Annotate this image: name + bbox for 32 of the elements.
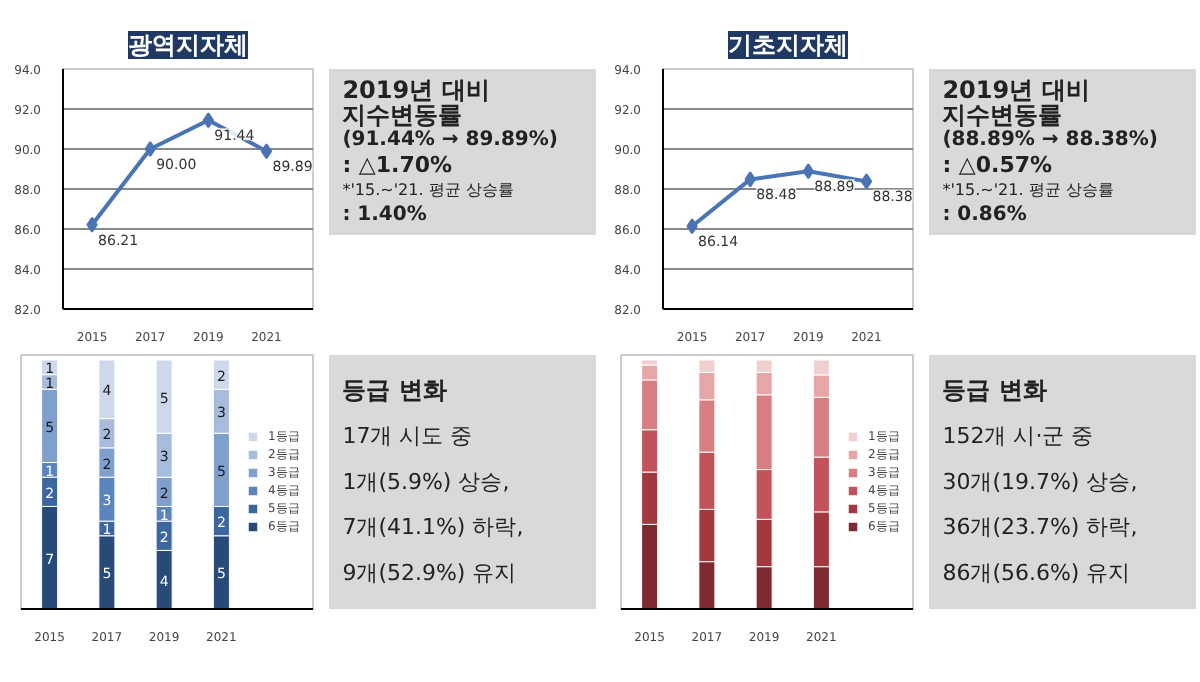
text: *'15.~'21. 평균 상승률 (942, 180, 1114, 199)
chart-title: 기초지자체 (728, 31, 848, 59)
text: 지수변동률 (942, 100, 1063, 129)
text: : 1.40% (342, 203, 427, 226)
text: 152개 시·군 중 (942, 422, 1094, 449)
text: 30개(19.7%) 상승, (942, 468, 1138, 495)
text: 등급 변화 (942, 376, 1047, 405)
point (802, 163, 815, 180)
point (202, 112, 215, 129)
text: : 0.86% (942, 203, 1027, 226)
text: 2019년 대비 (942, 75, 1090, 104)
chart-title: 광역지자체 (128, 31, 248, 59)
text: 등급 변화 (342, 376, 447, 405)
point (144, 141, 156, 157)
text: 2019년 대비 (342, 75, 490, 104)
point (860, 173, 873, 190)
point (86, 216, 98, 233)
text: (91.44% → 89.89%) (342, 128, 558, 151)
text: 1개(5.9%) 상승, (342, 468, 510, 495)
point (260, 143, 273, 160)
text: 7개(41.1%) 하락, (342, 514, 524, 541)
text: : △0.57% (942, 151, 1053, 178)
text: : △1.70% (342, 151, 453, 178)
text: 86개(56.6%) 유지 (942, 559, 1131, 586)
text: 17개 시도 중 (342, 422, 473, 449)
point (686, 218, 698, 235)
point (744, 171, 756, 188)
text: *'15.~'21. 평균 상승률 (342, 180, 514, 199)
text: (88.89% → 88.38%) (942, 128, 1158, 151)
text: 9개(52.9%) 유지 (342, 559, 517, 586)
text: 36개(23.7%) 하락, (942, 514, 1138, 541)
text: 지수변동률 (342, 100, 463, 129)
